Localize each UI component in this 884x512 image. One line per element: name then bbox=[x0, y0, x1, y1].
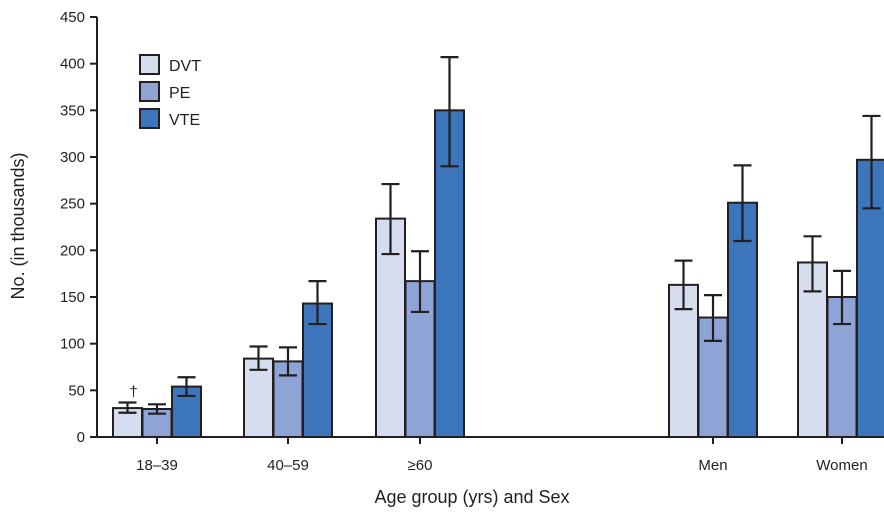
error-bar-pe-40-59 bbox=[279, 346, 297, 377]
y-tick-label: 250 bbox=[60, 196, 85, 213]
x-tick-label: 18–39 bbox=[136, 457, 178, 474]
legend-label-vte: VTE bbox=[169, 112, 200, 129]
x-axis-title: Age group (yrs) and Sex bbox=[374, 487, 569, 507]
y-tick-label: 200 bbox=[60, 242, 85, 259]
legend-swatch-vte bbox=[139, 108, 160, 129]
error-bar-dvt-men bbox=[674, 259, 693, 311]
error-bar-dvt-women bbox=[803, 235, 822, 293]
y-tick-label: 400 bbox=[60, 56, 85, 73]
y-tick-label: 150 bbox=[60, 289, 85, 306]
error-bar-dvt-60 bbox=[381, 182, 400, 256]
y-tick-label: 100 bbox=[60, 336, 85, 353]
error-bar-vte-18-39 bbox=[177, 376, 196, 398]
y-tick-label: 450 bbox=[60, 9, 85, 26]
error-bar-pe-women bbox=[833, 269, 851, 326]
labels-layer: 18–39 40–59 ≥60 Men Women 0 50 100 150 200 250 300 3… bbox=[60, 9, 868, 474]
bar-vte-40-59 bbox=[302, 302, 333, 438]
y-tick-label: 0 bbox=[77, 429, 85, 446]
x-tick-label: 40–59 bbox=[267, 457, 309, 474]
error-bar-dvt-40-59 bbox=[249, 345, 268, 371]
y-tick-label: 50 bbox=[68, 382, 85, 399]
error-bar-vte-men bbox=[733, 164, 752, 243]
x-tick-label: ≥60 bbox=[408, 457, 433, 474]
legend-swatch-dvt bbox=[139, 54, 160, 75]
error-bar-pe-60 bbox=[411, 250, 429, 314]
x-tick-label: Women bbox=[816, 457, 867, 474]
y-axis-title: No. (in thousands) bbox=[8, 152, 28, 299]
legend-swatch-pe bbox=[139, 81, 160, 102]
error-bars-layer bbox=[118, 56, 881, 415]
error-bar-vte-women bbox=[862, 114, 881, 210]
y-tick-label: 350 bbox=[60, 102, 85, 119]
legend-label-dvt: DVT bbox=[169, 58, 201, 75]
legend-label-pe: PE bbox=[169, 85, 190, 102]
error-bar-pe-men bbox=[704, 294, 722, 342]
axes-layer bbox=[90, 16, 884, 444]
legend: DVT PE VTE bbox=[139, 54, 201, 129]
error-bar-vte-40-59 bbox=[308, 280, 327, 326]
error-bar-pe-18-39 bbox=[148, 403, 166, 415]
annotation-dagger: † bbox=[129, 383, 137, 400]
error-bar-dvt-18-39 bbox=[118, 401, 137, 414]
y-tick-label: 300 bbox=[60, 149, 85, 166]
error-bar-vte-60 bbox=[440, 56, 459, 168]
bars-layer bbox=[112, 109, 884, 439]
x-tick-label: Men bbox=[698, 457, 727, 474]
